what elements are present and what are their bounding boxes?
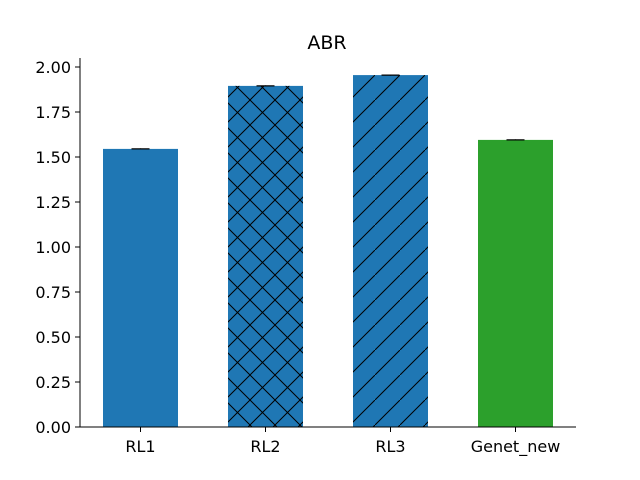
y-tick-label: 0.00 [35, 418, 71, 437]
y-tick-label: 0.25 [35, 373, 71, 392]
y-tick-label: 1.75 [35, 103, 71, 122]
y-tick-label: 0.75 [35, 283, 71, 302]
y-tick-label: 1.00 [35, 238, 71, 257]
x-tick-label-rl1: RL1 [125, 437, 155, 456]
bar-hatch-rl3 [353, 75, 428, 427]
y-tick-label: 0.50 [35, 328, 71, 347]
x-tick-label-genet-new: Genet_new [471, 437, 561, 457]
bars-layer [103, 74, 553, 428]
x-tick-label-rl3: RL3 [375, 437, 405, 456]
y-tick-label: 1.25 [35, 193, 71, 212]
ticks-layer: RL1 RL2 RL3 Genet_new 0.00 0.25 0.50 0.75 1.00 1.… [35, 58, 560, 457]
bar-hatch-rl2 [228, 85, 303, 428]
y-tick-label: 1.50 [35, 148, 71, 167]
bar-genet-new [478, 139, 553, 427]
x-tick-label-rl2: RL2 [250, 437, 280, 456]
y-tick-label: 2.00 [35, 58, 71, 77]
chart-title: ABR [307, 32, 346, 54]
bar-rl1 [103, 148, 178, 427]
axes-layer [79, 58, 576, 428]
